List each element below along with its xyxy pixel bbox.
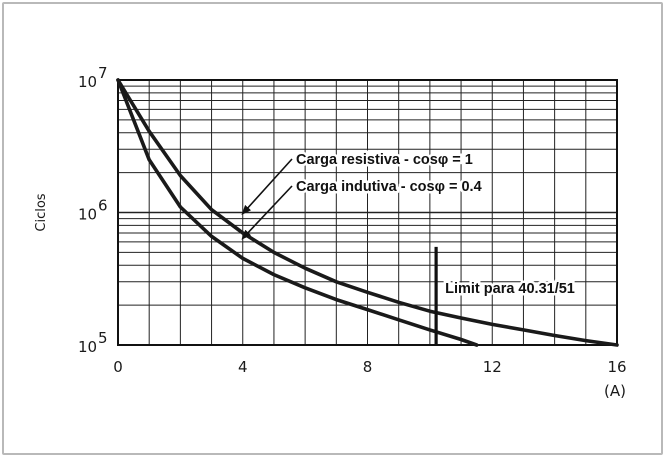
y-tick-label: 10 [78,338,97,356]
x-tick-labels: 0 4 8 12 16 [113,358,626,376]
y-tick-exponent: 6 [98,197,108,215]
plot-border [117,79,618,346]
inductive-load-curve [116,78,479,347]
y-tick-label: 10 [78,73,97,91]
y-tick-exponent: 7 [98,64,108,82]
annotation-label: Carga indutiva - cosφ = 0.4 [296,179,482,195]
limit-layer: Limit para 40.31/51 [434,246,577,345]
annotation-arrow [241,185,293,240]
resistive-load-curve [116,78,619,347]
x-tick-label: 16 [607,358,626,376]
annotation-arrow [241,158,293,215]
x-axis-unit-label: (A) [604,382,626,400]
annotation-layer: Carga resistiva - cosφ = 1 Carga indutiva… [241,150,484,240]
grid [118,80,617,345]
y-tick-label: 10 [78,206,97,224]
series-layer [116,78,619,347]
limit-label: Limit para 40.31/51 [445,281,575,297]
x-tick-label: 0 [113,358,123,376]
x-tick-label: 4 [238,358,248,376]
x-tick-label: 12 [483,358,502,376]
x-tick-label: 8 [363,358,373,376]
y-axis-label: Ciclos [34,193,49,231]
annotation-label: Carga resistiva - cosφ = 1 [296,152,473,168]
y-tick-exponent: 5 [98,329,108,347]
